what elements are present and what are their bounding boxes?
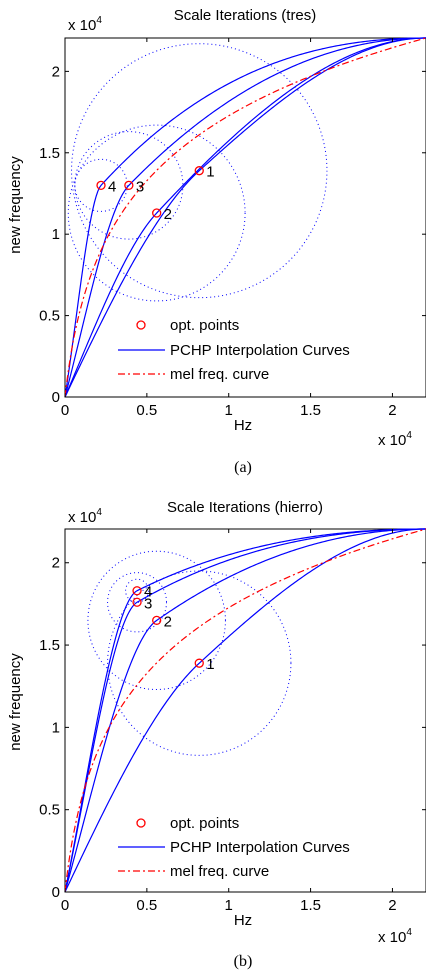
y-exponent-power: 4	[96, 15, 102, 26]
chart-title: Scale Iterations (hierro)	[167, 499, 323, 516]
legend-points-label: opt. points	[170, 317, 239, 334]
plot-frame	[64, 528, 426, 893]
interpolation-curve	[64, 37, 426, 398]
y-tick-label: 2	[52, 555, 60, 572]
mel-curve	[64, 37, 426, 398]
legend-curves-label: PCHP Interpolation Curves	[170, 839, 350, 856]
opt-point-3	[124, 180, 134, 190]
interpolation-curves	[64, 528, 426, 893]
opt-point-2	[152, 208, 162, 218]
interpolation-curve	[64, 528, 426, 893]
legend-mel-label: mel freq. curve	[170, 366, 269, 383]
opt-point-label: 4	[144, 584, 152, 601]
opt-point-4	[96, 180, 106, 190]
axis-ticks: 0 0.5 1 1.5 2 0 0.5 1 1.5 2	[39, 38, 426, 419]
mel-curve	[64, 528, 426, 893]
x-tick-label: 1.5	[300, 897, 321, 914]
x-tick-label: 1.5	[300, 402, 321, 419]
opt-point-label: 2	[164, 613, 172, 630]
y-tick-label: 1	[52, 226, 60, 243]
mel-curve-group	[64, 528, 426, 893]
opt-point-1	[194, 658, 204, 668]
x-exponent-power: 4	[406, 430, 412, 441]
opt-point-label: 1	[206, 656, 214, 673]
opt-point-3	[132, 597, 142, 607]
panel-a: Scale Iterations (tres) x 104 new freque…	[7, 7, 426, 476]
opt-point-1	[194, 166, 204, 176]
y-tick-label: 0	[52, 389, 60, 406]
y-tick-label: 1.5	[39, 145, 60, 162]
x-axis-label: Hz	[234, 912, 252, 929]
x-tick-label: 0	[61, 402, 69, 419]
interpolation-curves	[64, 37, 426, 398]
x-tick-label: 1	[225, 402, 233, 419]
legend: opt. points PCHP Interpolation Curves me…	[118, 317, 350, 383]
opt-point-4	[132, 586, 142, 596]
x-exponent-label: x 104	[378, 927, 412, 946]
search-circle	[107, 572, 168, 633]
interpolation-curve	[64, 37, 426, 398]
opt-points: 1 2 3 4	[96, 164, 215, 223]
panel-caption: (a)	[234, 459, 252, 476]
x-exponent-label: x 104	[378, 430, 412, 449]
x-axis-label: Hz	[234, 417, 252, 434]
x-tick-label: 1	[225, 897, 233, 914]
x-exponent-power: 4	[406, 927, 412, 938]
x-tick-label: 2	[388, 402, 396, 419]
y-exponent-power: 4	[96, 507, 102, 518]
interpolation-curve	[64, 37, 426, 398]
x-tick-label: 0.5	[136, 897, 157, 914]
y-tick-label: 1.5	[39, 637, 60, 654]
search-circle	[87, 550, 226, 691]
opt-point-label: 4	[108, 178, 116, 195]
interpolation-curve	[64, 528, 426, 893]
panel-caption: (b)	[234, 953, 253, 970]
y-exponent-label: x 104	[68, 15, 102, 34]
y-axis-label: new frequency	[7, 156, 24, 254]
search-circle	[125, 578, 149, 603]
legend-point-marker	[136, 818, 146, 828]
x-tick-label: 2	[388, 897, 396, 914]
plot-frame	[64, 37, 426, 398]
opt-point-label: 3	[136, 178, 144, 195]
y-tick-label: 1	[52, 719, 60, 736]
opt-points: 1 234	[132, 584, 215, 673]
y-exponent-label: x 104	[68, 507, 102, 526]
y-axis-label: new frequency	[7, 653, 24, 751]
opt-point-2	[152, 615, 162, 626]
x-tick-label: 0.5	[136, 402, 157, 419]
legend-points-label: opt. points	[170, 815, 239, 832]
y-tick-label: 0.5	[39, 802, 60, 819]
axis-ticks: 0 0.5 1 1.5 2 0 0.5 1 1.5 2	[39, 529, 426, 914]
interpolation-curve	[64, 37, 426, 398]
legend-point-marker	[136, 320, 146, 330]
legend-curves-label: PCHP Interpolation Curves	[170, 342, 350, 359]
legend-mel-label: mel freq. curve	[170, 863, 269, 880]
x-exponent-base: x 10	[378, 929, 406, 946]
panel-b: Scale Iterations (hierro) x 104 new freq…	[7, 499, 426, 970]
opt-point-label: 2	[164, 206, 172, 223]
plot-area: 1 2 3 4 0 0.5 1 1.5 2 0 0.5 1 1.5 2	[39, 37, 426, 419]
opt-point-label: 3	[144, 595, 152, 612]
y-exponent-base: x 10	[68, 509, 96, 526]
x-tick-label: 0	[61, 897, 69, 914]
chart-title: Scale Iterations (tres)	[174, 7, 317, 24]
y-tick-label: 0.5	[39, 308, 60, 325]
interpolation-curve	[64, 528, 426, 893]
legend: opt. points PCHP Interpolation Curves me…	[118, 815, 350, 880]
y-tick-label: 0	[52, 884, 60, 901]
x-exponent-base: x 10	[378, 432, 406, 449]
opt-point-label: 1	[206, 164, 214, 181]
y-exponent-base: x 10	[68, 17, 96, 34]
mel-curve-group	[64, 37, 426, 398]
search-circle	[74, 158, 128, 212]
search-circle	[67, 124, 246, 302]
y-tick-label: 2	[52, 63, 60, 80]
